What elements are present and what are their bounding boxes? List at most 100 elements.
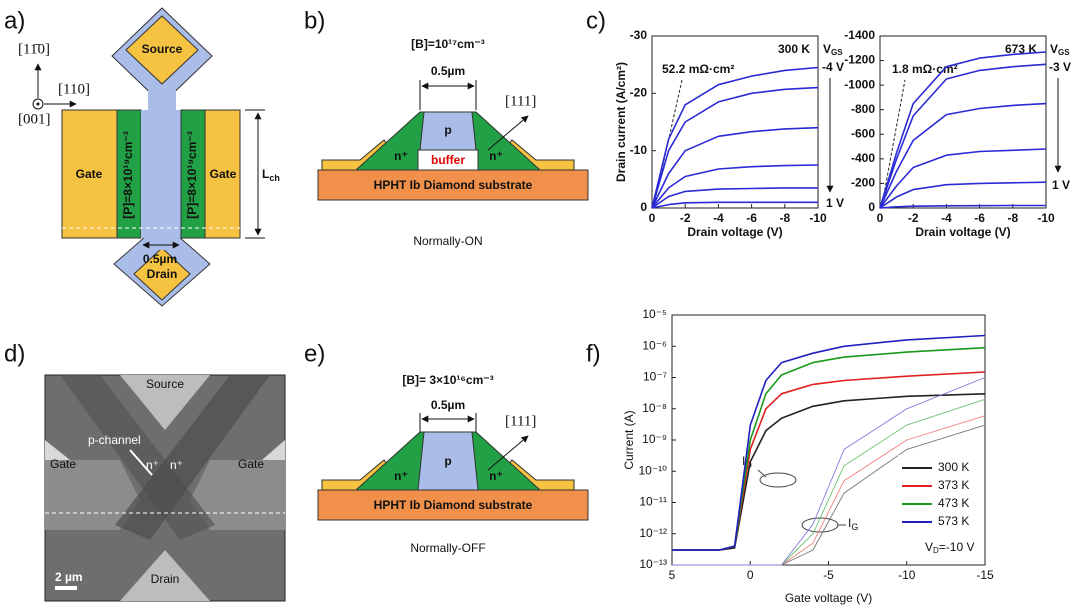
source-contact bbox=[125, 15, 199, 85]
annotation: 1 V bbox=[1052, 178, 1070, 192]
data-line bbox=[879, 102, 1047, 209]
doping-label: [B]=10¹⁷cm⁻³ bbox=[411, 37, 485, 51]
legend-label: 473 K bbox=[938, 496, 969, 510]
panel-label: f) bbox=[586, 340, 601, 367]
x-tick-label: -4 bbox=[713, 211, 724, 225]
panel-label: a) bbox=[4, 7, 25, 34]
sem-feature bbox=[45, 440, 70, 460]
sem-label: p-channel bbox=[88, 433, 141, 447]
length-label: Lch bbox=[262, 167, 280, 183]
width-label: 0.5µm bbox=[143, 252, 177, 266]
y-tick-label: -200 bbox=[851, 176, 875, 190]
doping-label: [P]=8×10¹⁹cm⁻³ bbox=[121, 131, 135, 218]
scale-label: 2 µm bbox=[55, 570, 83, 584]
x-tick-label: -2 bbox=[908, 211, 919, 225]
y-tick-label: 10⁻¹³ bbox=[639, 557, 667, 571]
panel-label: e) bbox=[304, 340, 325, 367]
sem-label: Source bbox=[146, 377, 184, 391]
substrate-label: HPHT Ib Diamond substrate bbox=[374, 178, 533, 192]
width-label: 0.5µm bbox=[431, 398, 465, 412]
annotation: IG bbox=[848, 516, 858, 532]
y-tick-label: -800 bbox=[851, 102, 875, 116]
n-region bbox=[180, 109, 206, 239]
text-part: GS bbox=[1058, 48, 1070, 57]
doping-label: [P]=8×10¹⁹cm⁻³ bbox=[185, 131, 199, 218]
annotation: 1 V bbox=[826, 196, 844, 210]
text-part: GS bbox=[831, 48, 843, 57]
text-part: I bbox=[742, 454, 745, 468]
annotation: -4 V bbox=[822, 60, 844, 74]
y-tick-label: -30 bbox=[630, 28, 648, 42]
substrate bbox=[317, 169, 589, 201]
panel-c: c) 52.2 mΩ·cm² 300 K VGS -4 V 1 V 1.8 mΩ… bbox=[586, 7, 1071, 210]
annotation-ellipse bbox=[759, 472, 797, 488]
x-tick-label: -10 bbox=[809, 211, 827, 225]
x-axis-label: Gate voltage (V) bbox=[785, 591, 872, 605]
y-tick-label: -10 bbox=[630, 143, 648, 157]
drain-contact bbox=[133, 247, 191, 301]
x-tick-label: -6 bbox=[974, 211, 985, 225]
x-tick-label: 5 bbox=[669, 568, 676, 582]
substrate bbox=[317, 489, 589, 521]
panel-label: d) bbox=[4, 340, 25, 367]
axis-dot bbox=[32, 98, 44, 110]
caption: Normally-ON bbox=[413, 234, 482, 248]
doping-label: [B]= 3×10¹⁶cm⁻³ bbox=[402, 373, 493, 387]
gate-label: Gate bbox=[76, 167, 103, 181]
x-tick-label: 0 bbox=[877, 211, 884, 225]
annotation: VD=-10 V bbox=[925, 540, 975, 555]
plot-frame bbox=[879, 35, 1047, 209]
x-tick-label: 0 bbox=[747, 568, 754, 582]
y-tick-label: 10⁻⁹ bbox=[642, 432, 667, 446]
n-label: n⁺ bbox=[394, 469, 408, 483]
y-tick-label: -1200 bbox=[844, 53, 875, 67]
annotation: VGS bbox=[823, 42, 843, 57]
x-tick-label: -6 bbox=[746, 211, 757, 225]
y-tick-label: 0 bbox=[640, 200, 647, 214]
y-tick-label: 10⁻⁶ bbox=[642, 338, 667, 352]
x-tick-label: -10 bbox=[898, 568, 916, 582]
stem bbox=[148, 236, 176, 250]
drain-label: Drain bbox=[147, 267, 178, 281]
direction-arrow bbox=[487, 435, 529, 471]
chart: 0 -2 -4 -6 -8 -10 0 -10 -20 -30 Drain voltage (V) D… bbox=[614, 28, 827, 239]
x-tick-label: -2 bbox=[680, 211, 691, 225]
x-tick-label: -5 bbox=[823, 568, 834, 582]
n-label: n⁺ bbox=[489, 469, 503, 483]
text-part: G bbox=[851, 522, 858, 532]
y-tick-label: -600 bbox=[851, 126, 875, 140]
y-tick-label: -1400 bbox=[844, 28, 875, 42]
panel-label: b) bbox=[304, 7, 325, 34]
y-axis-label: Drain current (A/cm²) bbox=[614, 62, 628, 182]
pointer bbox=[129, 449, 153, 476]
x-tick-label: -10 bbox=[1037, 211, 1055, 225]
data-line bbox=[651, 187, 818, 209]
gate-label: Gate bbox=[210, 167, 237, 181]
direction: [111] bbox=[505, 413, 536, 429]
y-tick-label: 10⁻⁷ bbox=[643, 370, 667, 384]
annotation: VGS bbox=[1050, 42, 1070, 57]
panel-d: d) Source Drain Gate Gate p-channel n⁺ n… bbox=[4, 340, 286, 602]
sem-label: n⁺ bbox=[146, 458, 159, 472]
y-tick-label: 10⁻¹¹ bbox=[639, 495, 667, 509]
text-part: V bbox=[1050, 42, 1058, 56]
text-part: V bbox=[823, 42, 831, 56]
annotation: -3 V bbox=[1049, 60, 1071, 74]
x-tick-label: -15 bbox=[976, 568, 994, 582]
legend-label: 373 K bbox=[938, 478, 969, 492]
direction-arrow bbox=[487, 115, 529, 151]
substrate-label: HPHT Ib Diamond substrate bbox=[374, 498, 533, 512]
fit-line bbox=[881, 79, 906, 206]
annotation: 1.8 mΩ·cm² bbox=[892, 62, 958, 76]
panel-f: f) ID IG VD=-10 V bbox=[586, 340, 975, 555]
panel-e: e) [B]= 3×10¹⁶cm⁻³ 0.5µm p n⁺ n⁺ HPHT Ib… bbox=[304, 340, 589, 555]
data-line bbox=[651, 86, 819, 209]
data-line bbox=[651, 164, 819, 209]
text-part: D bbox=[933, 546, 939, 555]
data-line bbox=[879, 148, 1047, 209]
text-part: I bbox=[848, 516, 851, 530]
data-line bbox=[672, 334, 986, 551]
text-part: ch bbox=[269, 173, 280, 183]
buffer-label: buffer bbox=[431, 153, 465, 167]
y-tick-label: -20 bbox=[630, 86, 648, 100]
